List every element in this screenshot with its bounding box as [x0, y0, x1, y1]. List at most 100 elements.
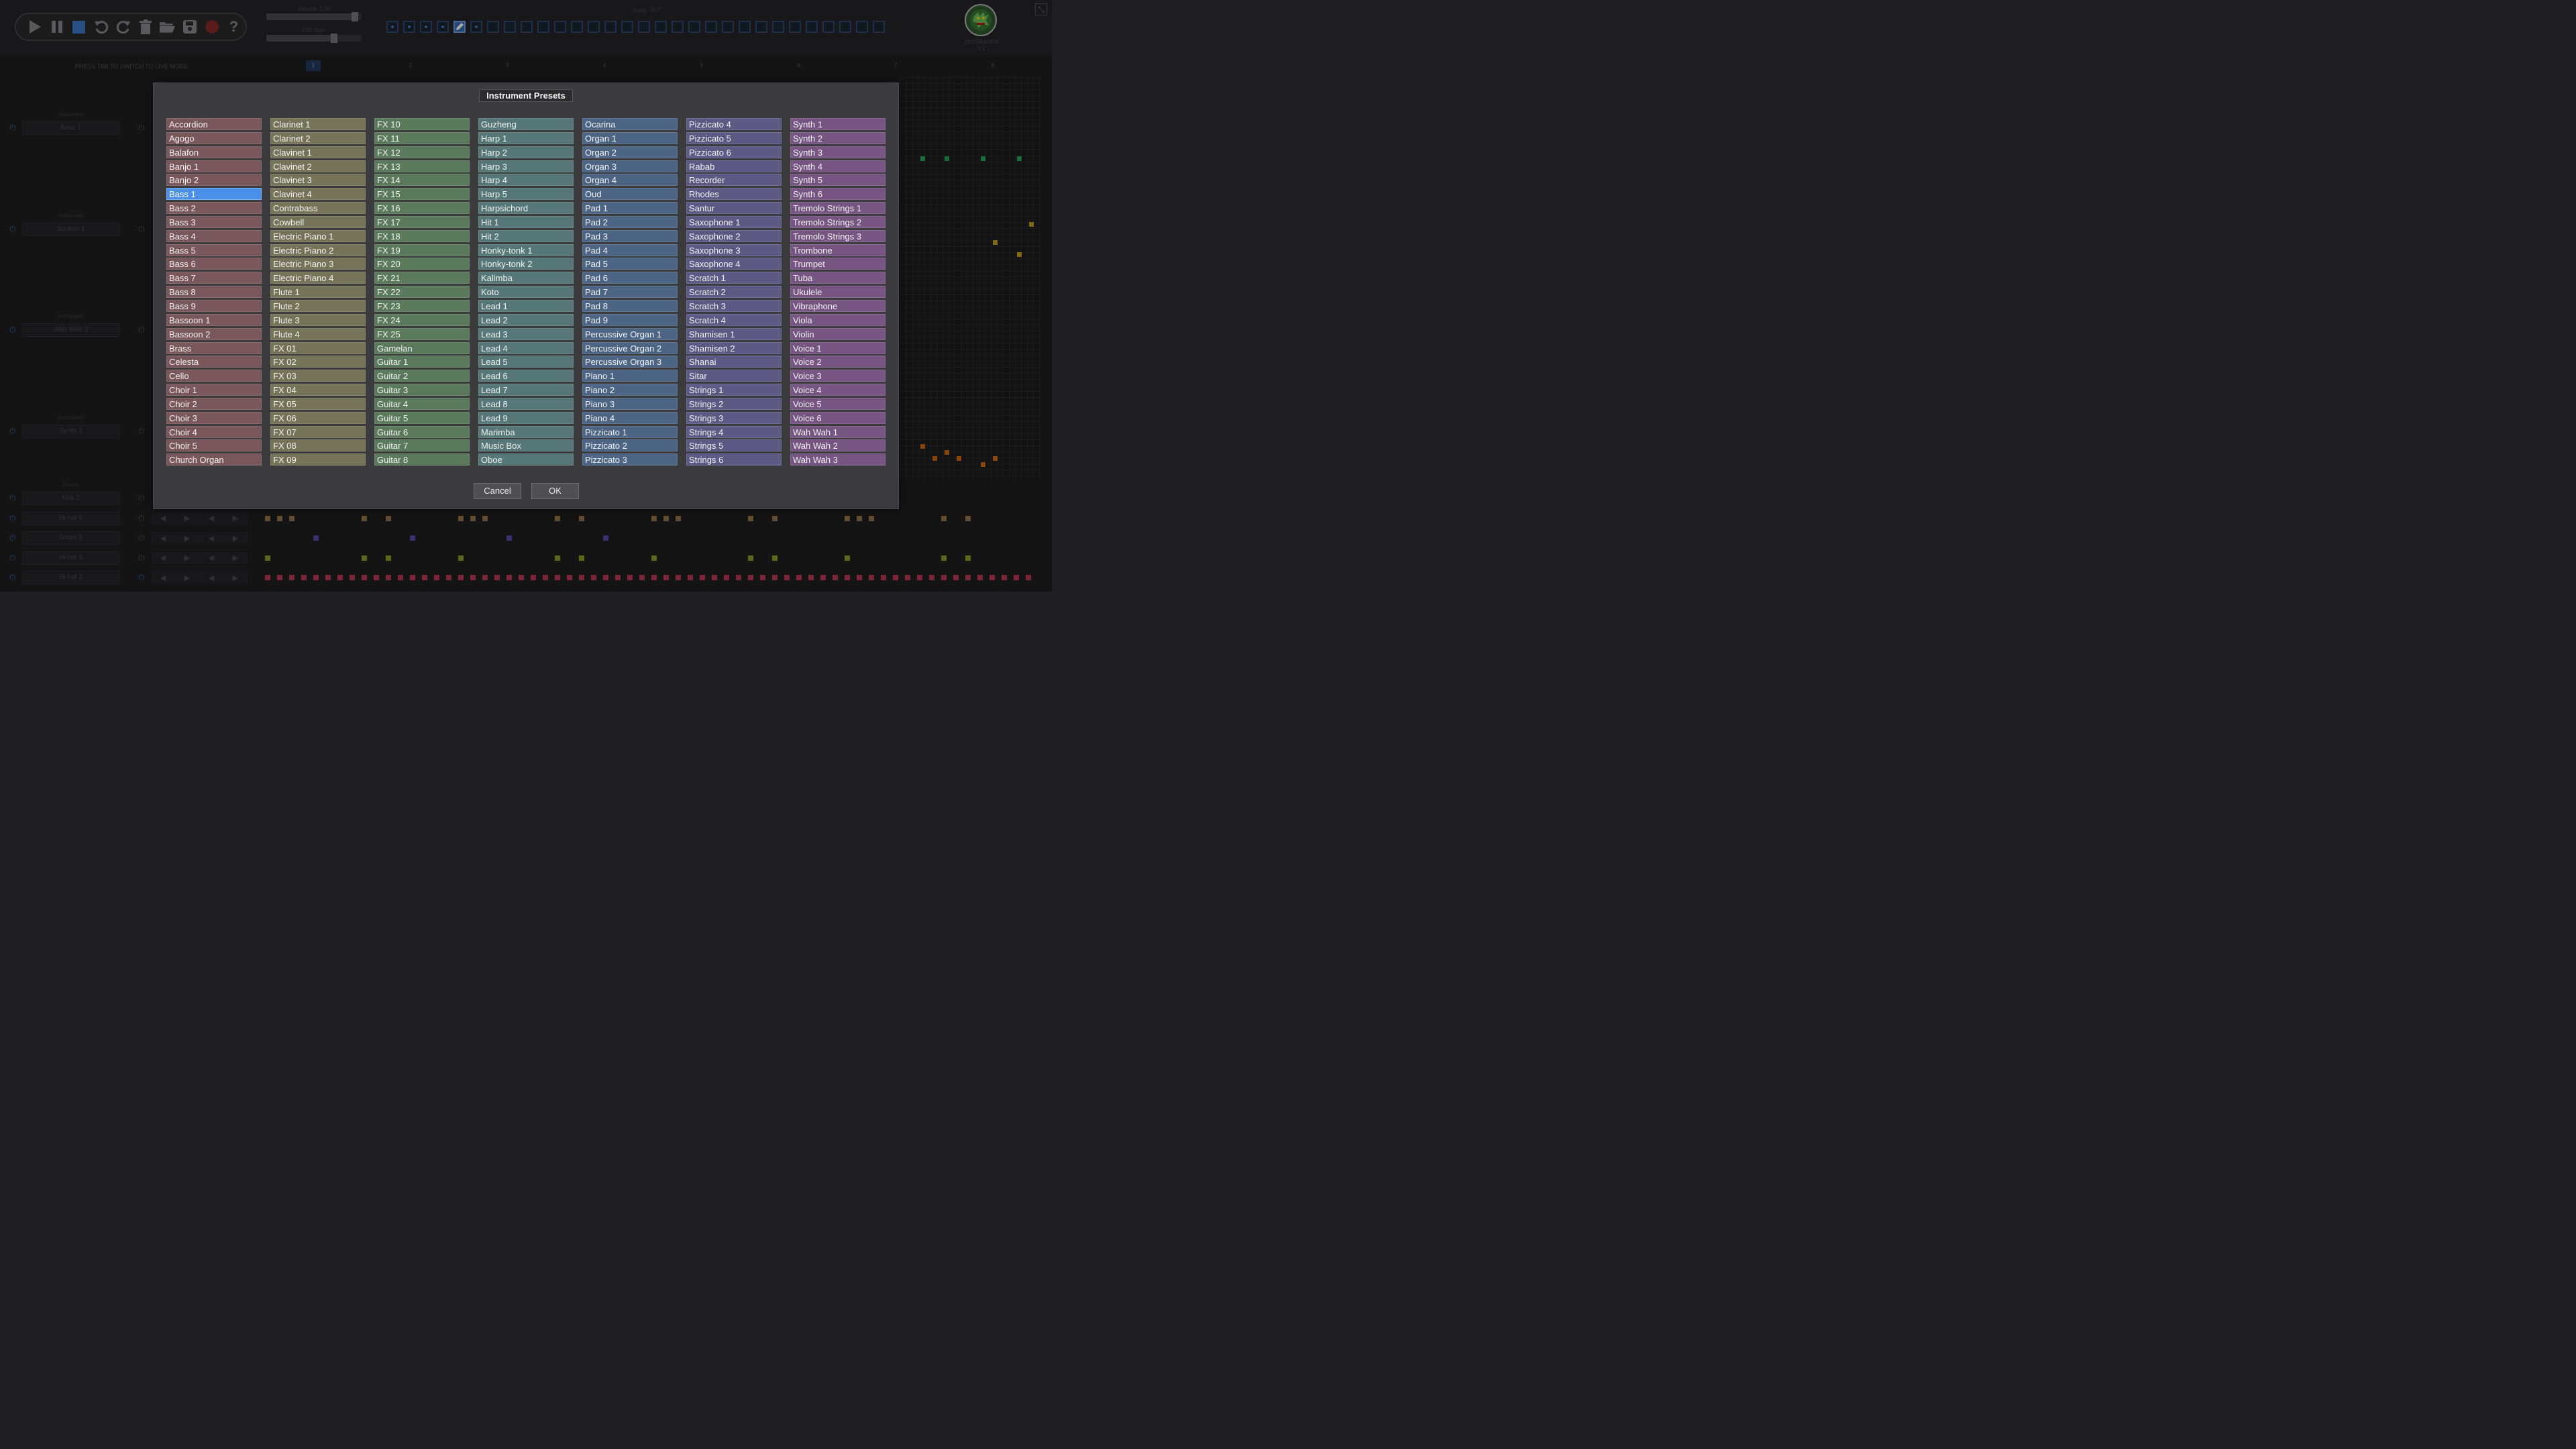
preset-item[interactable]: Violin — [790, 327, 885, 340]
power-icon[interactable]: ⏻ — [9, 225, 16, 233]
preset-item[interactable]: Clavinet 1 — [270, 146, 366, 158]
preset-item[interactable]: Voice 1 — [790, 341, 885, 354]
preset-item[interactable]: FX 01 — [270, 341, 366, 354]
note[interactable] — [957, 456, 961, 461]
preset-item[interactable]: Guitar 1 — [374, 356, 470, 368]
preset-item[interactable]: Voice 5 — [790, 397, 885, 410]
drum-hit[interactable] — [965, 555, 971, 561]
preset-item[interactable]: Guitar 4 — [374, 397, 470, 410]
drum-hit[interactable] — [688, 575, 693, 580]
drum-hit[interactable] — [712, 575, 717, 580]
preset-item[interactable]: Kalimba — [478, 272, 574, 284]
volume-slider-knob[interactable] — [352, 12, 358, 21]
preset-item[interactable]: FX 12 — [374, 146, 470, 158]
drum-hit[interactable] — [301, 575, 307, 580]
drum-hit[interactable] — [265, 575, 270, 580]
preset-item[interactable]: Saxophone 4 — [686, 258, 782, 270]
pattern-slot[interactable] — [856, 21, 868, 33]
preset-item[interactable]: Choir 2 — [166, 397, 262, 410]
drum-hit[interactable] — [506, 575, 512, 580]
preset-item[interactable]: Marimba — [478, 425, 574, 438]
drum-hit[interactable] — [748, 555, 753, 561]
preset-item[interactable]: Shanai — [686, 356, 782, 368]
drum-hit[interactable] — [482, 516, 488, 521]
preset-item[interactable]: Trumpet — [790, 258, 885, 270]
drum-hit[interactable] — [494, 575, 500, 580]
preset-item[interactable]: Sitar — [686, 370, 782, 382]
help-icon[interactable]: ? — [229, 18, 239, 35]
preset-item[interactable]: Church Organ — [166, 453, 262, 466]
pattern-slot[interactable] — [873, 21, 885, 33]
preset-item[interactable]: Vibraphone — [790, 299, 885, 312]
preset-item[interactable]: Harpsichord — [478, 202, 574, 215]
drum-hit[interactable] — [820, 575, 826, 580]
preset-item[interactable]: Hit 2 — [478, 229, 574, 242]
power-icon[interactable]: ⏻ — [138, 553, 145, 562]
drum-hit[interactable] — [651, 516, 657, 521]
drum-hit[interactable] — [615, 575, 621, 580]
pattern-slot[interactable] — [554, 21, 566, 33]
preset-item[interactable]: FX 11 — [374, 131, 470, 144]
preset-item[interactable]: Bass 6 — [166, 258, 262, 270]
drum-hit[interactable] — [1014, 575, 1019, 580]
drum-hit[interactable] — [579, 516, 584, 521]
drum-hit[interactable] — [941, 575, 947, 580]
preset-item[interactable]: Choir 4 — [166, 425, 262, 438]
drum-hit[interactable] — [1026, 575, 1031, 580]
preset-item[interactable]: Pad 5 — [582, 258, 678, 270]
drum-hit[interactable] — [277, 516, 282, 521]
preset-item[interactable]: FX 22 — [374, 286, 470, 299]
preset-item[interactable]: FX 18 — [374, 229, 470, 242]
bar-marker[interactable]: 6 — [797, 62, 800, 68]
drum-hit[interactable] — [748, 575, 753, 580]
preset-item[interactable]: FX 07 — [270, 425, 366, 438]
shift-right-icon[interactable]: ▶ — [232, 554, 239, 562]
preset-item[interactable]: Rabab — [686, 160, 782, 172]
preset-item[interactable]: Strings 1 — [686, 384, 782, 396]
preset-item[interactable]: Hit 1 — [478, 215, 574, 228]
preset-item[interactable]: Clarinet 1 — [270, 118, 366, 130]
preset-item[interactable]: Electric Piano 2 — [270, 244, 366, 256]
drum-hit[interactable] — [555, 516, 560, 521]
shift-right-icon[interactable]: ▶ — [232, 574, 239, 582]
power-icon[interactable]: ⏻ — [138, 534, 145, 542]
bar-marker[interactable]: 4 — [602, 62, 606, 68]
drum-hit[interactable] — [313, 535, 319, 541]
shift-right-icon[interactable]: ▶ — [184, 515, 191, 523]
preset-item[interactable]: Voice 2 — [790, 356, 885, 368]
preset-item[interactable]: Trombone — [790, 244, 885, 256]
preset-item[interactable]: FX 08 — [270, 439, 366, 452]
pattern-slot[interactable] — [487, 21, 499, 33]
note[interactable] — [981, 462, 985, 467]
drum-selector[interactable]: Hi-hat 6 — [22, 511, 119, 525]
drum-hit[interactable] — [663, 575, 669, 580]
preset-item[interactable]: FX 14 — [374, 174, 470, 186]
preset-item[interactable]: Honky-tonk 1 — [478, 244, 574, 256]
preset-item[interactable]: Piano 1 — [582, 370, 678, 382]
preset-item[interactable]: Guitar 3 — [374, 384, 470, 396]
drum-hit[interactable] — [265, 516, 270, 521]
drum-hit[interactable] — [422, 575, 427, 580]
pattern-slot[interactable] — [403, 21, 415, 33]
preset-item[interactable]: Scratch 4 — [686, 313, 782, 326]
power-icon[interactable]: ⏻ — [138, 514, 145, 523]
preset-item[interactable]: Voice 3 — [790, 370, 885, 382]
preset-item[interactable]: Electric Piano 4 — [270, 272, 366, 284]
power-icon[interactable]: ⏻ — [9, 494, 16, 502]
preset-item[interactable]: Pizzicato 3 — [582, 453, 678, 466]
power-icon[interactable]: ⏻ — [138, 574, 145, 582]
preset-item[interactable]: Harp 3 — [478, 160, 574, 172]
shift-left-icon[interactable]: ◀ — [160, 554, 166, 562]
drum-hit[interactable] — [579, 575, 584, 580]
power-icon[interactable]: ⏻ — [9, 124, 16, 132]
drum-hit[interactable] — [458, 516, 464, 521]
preset-item[interactable]: Bassoon 2 — [166, 327, 262, 340]
note[interactable] — [1017, 252, 1022, 257]
preset-item[interactable]: Bass 1 — [166, 188, 262, 201]
preset-item[interactable]: FX 17 — [374, 215, 470, 228]
preset-item[interactable]: Pad 7 — [582, 286, 678, 299]
preset-item[interactable]: Cello — [166, 370, 262, 382]
drum-hit[interactable] — [458, 575, 464, 580]
drum-shift-controls[interactable]: ◀ ▶ ◀ ▶ — [151, 532, 248, 544]
preset-item[interactable]: FX 09 — [270, 453, 366, 466]
